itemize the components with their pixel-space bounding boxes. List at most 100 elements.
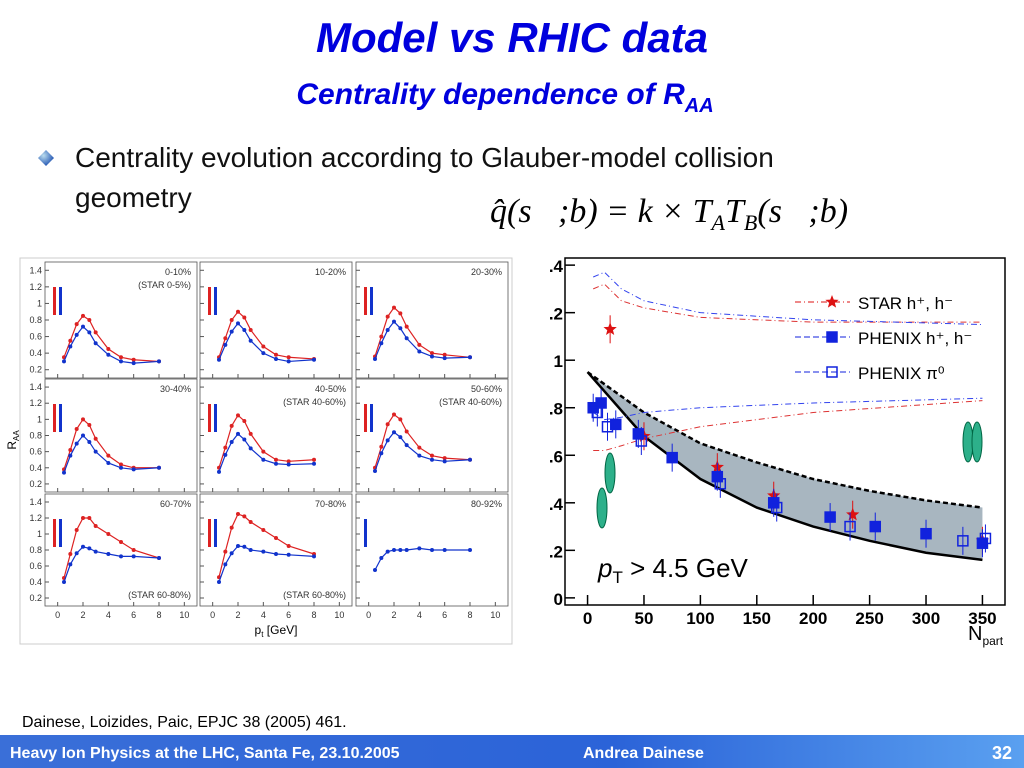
phenix-points [379, 451, 384, 456]
star-points-line [218, 414, 315, 468]
y-tick-label: 1 [37, 414, 42, 424]
y-tick-label: 0.8 [29, 315, 42, 325]
phenix-points [404, 336, 409, 341]
decoration [604, 452, 616, 494]
phenix-points [81, 433, 85, 438]
star-marker [825, 295, 839, 308]
model-lower [586, 371, 983, 562]
legend-label: STAR h⁺, h⁻ [858, 294, 953, 313]
formula-part: T [725, 193, 746, 230]
phenix-points-line [374, 431, 471, 472]
phenix-points [242, 544, 247, 549]
y-tick-label: 0.4 [29, 463, 42, 473]
star-points [430, 453, 434, 458]
star-points-line [63, 315, 160, 363]
formula-sub: A [710, 210, 726, 235]
footer-bar [0, 735, 1024, 768]
panel-frame [355, 378, 509, 493]
phenix-points-line [218, 545, 315, 583]
annotation: pT > 4.5 GeV [597, 553, 749, 587]
x-label-rest: [GeV] [263, 623, 297, 637]
panel-note: (STAR 60-80%) [128, 590, 191, 600]
phenix-points [87, 439, 92, 444]
panel-label: 60-70% [160, 499, 191, 509]
y-tick-label: 1.2 [29, 282, 42, 292]
panel-label: 0-10% [165, 267, 191, 277]
star-points [93, 330, 98, 335]
model-curve [593, 271, 983, 326]
phenix-points-line [374, 547, 470, 571]
annotation-sub: T [612, 568, 622, 587]
star-points [229, 318, 234, 322]
star-points [392, 305, 396, 310]
star-points [274, 352, 278, 357]
star-points [248, 520, 253, 524]
y-tick-label: 1.4 [29, 382, 42, 392]
star-points [68, 338, 73, 343]
y-tick-label: 0.4 [29, 348, 42, 358]
phenix-points [217, 580, 221, 584]
phenix-points [248, 548, 253, 552]
x-axis-label: Npart [968, 623, 1004, 648]
phenix-points [93, 549, 98, 554]
star-points [68, 552, 73, 556]
phenix-points [404, 548, 409, 552]
y-tick-label: .8 [549, 400, 563, 419]
star-points-line [218, 513, 315, 578]
panel-note: (STAR 60-80%) [283, 590, 346, 600]
y-tick-label: 1.4 [29, 497, 42, 507]
phenix-points [68, 344, 73, 349]
phenix-points [312, 461, 316, 466]
phenix-points [229, 551, 234, 556]
star-points [223, 549, 228, 554]
phenix-points-line [63, 325, 160, 364]
phenix-points [68, 453, 73, 458]
phenix-points [385, 438, 390, 443]
phenix-points [398, 326, 403, 331]
phenix-points [74, 441, 79, 446]
star-points [261, 449, 266, 454]
legend-swatch [59, 404, 62, 432]
star-points-line [63, 418, 159, 470]
model-band [587, 372, 983, 560]
phenix-points-line [218, 322, 315, 363]
phenix-points [223, 452, 228, 457]
star-marker [846, 507, 860, 521]
star-points [398, 417, 403, 422]
star-points [242, 418, 247, 423]
star-points [379, 444, 384, 449]
x-tick-label: 250 [855, 609, 883, 628]
star-points [286, 544, 291, 548]
formula-part: (s⃗;b) [757, 193, 848, 230]
phenix-points [417, 453, 422, 458]
phenix-points [442, 548, 447, 552]
x-tick-label: 2 [80, 610, 85, 620]
phenix-points [93, 449, 98, 454]
panel-label: 10-20% [315, 267, 346, 277]
phenix-points [229, 439, 234, 444]
x-tick-label: 6 [442, 610, 447, 620]
star-points [274, 457, 278, 462]
phenix-points [373, 469, 377, 474]
panel-frame [199, 378, 353, 493]
legend-label: PHENIX π⁰ [858, 364, 945, 383]
phenix-points [392, 430, 396, 435]
y-tick-label: 1 [37, 529, 42, 539]
formula-part: q̂(s⃗;b) = k × [490, 193, 693, 230]
phenix-points [398, 435, 403, 440]
phenix-points-line [63, 434, 160, 473]
legend-swatch [53, 287, 56, 315]
star-points [87, 318, 92, 322]
legend-swatch [214, 287, 217, 315]
bullet-icon [38, 150, 54, 166]
star-points [404, 429, 409, 434]
phenix-points [217, 469, 221, 474]
legend-swatch [214, 519, 217, 547]
square-marker [869, 520, 882, 533]
x-tick-label: 10 [334, 610, 344, 620]
phenix-points [217, 357, 221, 362]
star-points-line [63, 517, 160, 579]
star-points [442, 456, 447, 461]
y-tick-label: 0.2 [29, 479, 42, 489]
star-points [417, 342, 422, 347]
